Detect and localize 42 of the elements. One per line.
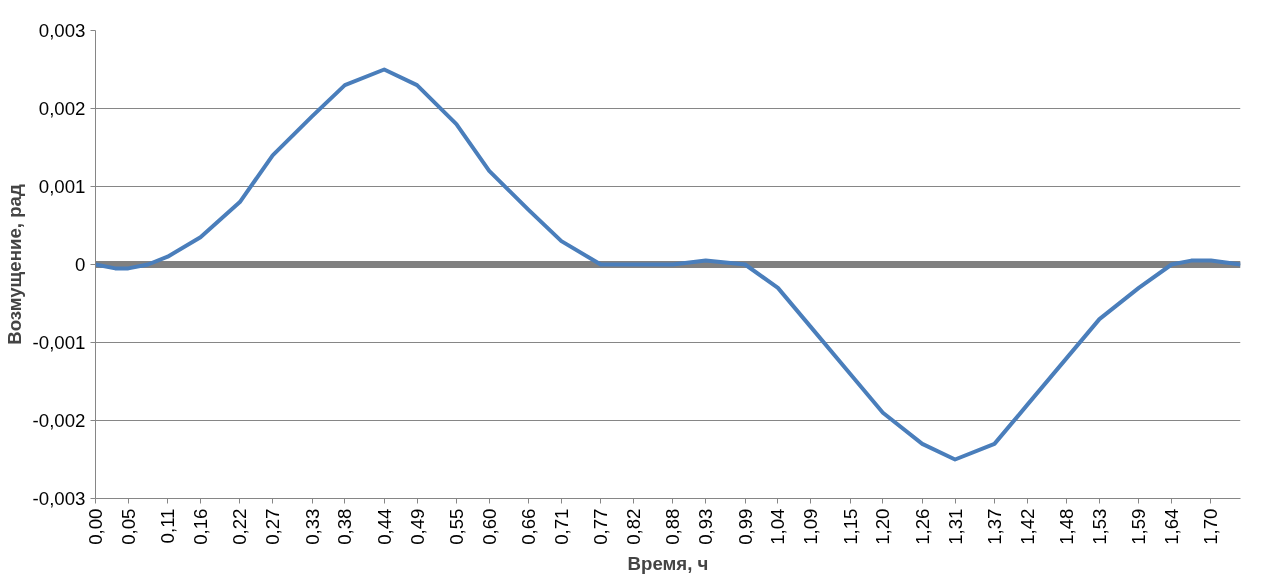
y-tick-label: 0,002 xyxy=(38,98,86,119)
x-tick-label: 0,55 xyxy=(445,508,467,545)
y-tick-label: -0,003 xyxy=(32,488,86,509)
x-tick-label: 0,93 xyxy=(695,508,717,545)
x-tick-label: 0,05 xyxy=(117,508,139,545)
x-tick-label: 1,15 xyxy=(839,508,861,545)
x-tick-label: 0,77 xyxy=(590,508,612,545)
x-tick-label: 1,42 xyxy=(1016,508,1038,545)
x-tick-label: 1,04 xyxy=(767,508,789,545)
x-tick-label: 1,31 xyxy=(944,508,966,545)
y-tick-label: 0,001 xyxy=(38,176,86,197)
x-tick-label: 0,88 xyxy=(662,508,684,545)
y-tick-label: 0,003 xyxy=(38,20,86,41)
line-series xyxy=(95,67,1241,462)
x-tick-label: 0,00 xyxy=(85,508,106,545)
x-axis-title: Время, ч xyxy=(627,552,709,574)
x-tick-label: 1,48 xyxy=(1056,508,1078,545)
x-tick-label: 0,60 xyxy=(478,508,500,545)
x-tick-label: 0,27 xyxy=(262,508,284,545)
x-tick-label: 0,11 xyxy=(157,508,179,544)
x-tick-label: 0,82 xyxy=(623,508,645,545)
x-tick-label: 0,66 xyxy=(518,508,540,545)
y-tick-label: -0,001 xyxy=(32,332,86,353)
x-tick-label: 1,09 xyxy=(800,508,822,545)
x-tick-label: 0,99 xyxy=(734,508,756,545)
x-tick-label: 1,20 xyxy=(872,508,894,545)
x-tick-label: 1,53 xyxy=(1088,508,1110,545)
x-tick-label: 0,38 xyxy=(334,508,356,545)
x-tick-label: 0,49 xyxy=(406,508,428,545)
x-tick-label: 0,44 xyxy=(373,508,395,545)
y-tick-label: -0,002 xyxy=(32,410,86,431)
x-tick-label: 0,22 xyxy=(229,508,251,545)
x-tick-label: 1,64 xyxy=(1161,508,1183,545)
x-tick-label: 1,37 xyxy=(983,508,1005,545)
x-tick-label: 0,33 xyxy=(301,508,323,545)
x-tick-label: 0,71 xyxy=(550,508,572,545)
y-tick-label: 0 xyxy=(75,254,86,275)
y-axis-title: Возмущение, рад xyxy=(3,184,25,345)
x-tick-label: 1,70 xyxy=(1200,508,1222,545)
x-tick-label: 1,26 xyxy=(911,508,933,545)
x-tick-label: 1,59 xyxy=(1128,508,1150,545)
x-tick-label: 0,16 xyxy=(189,508,211,545)
